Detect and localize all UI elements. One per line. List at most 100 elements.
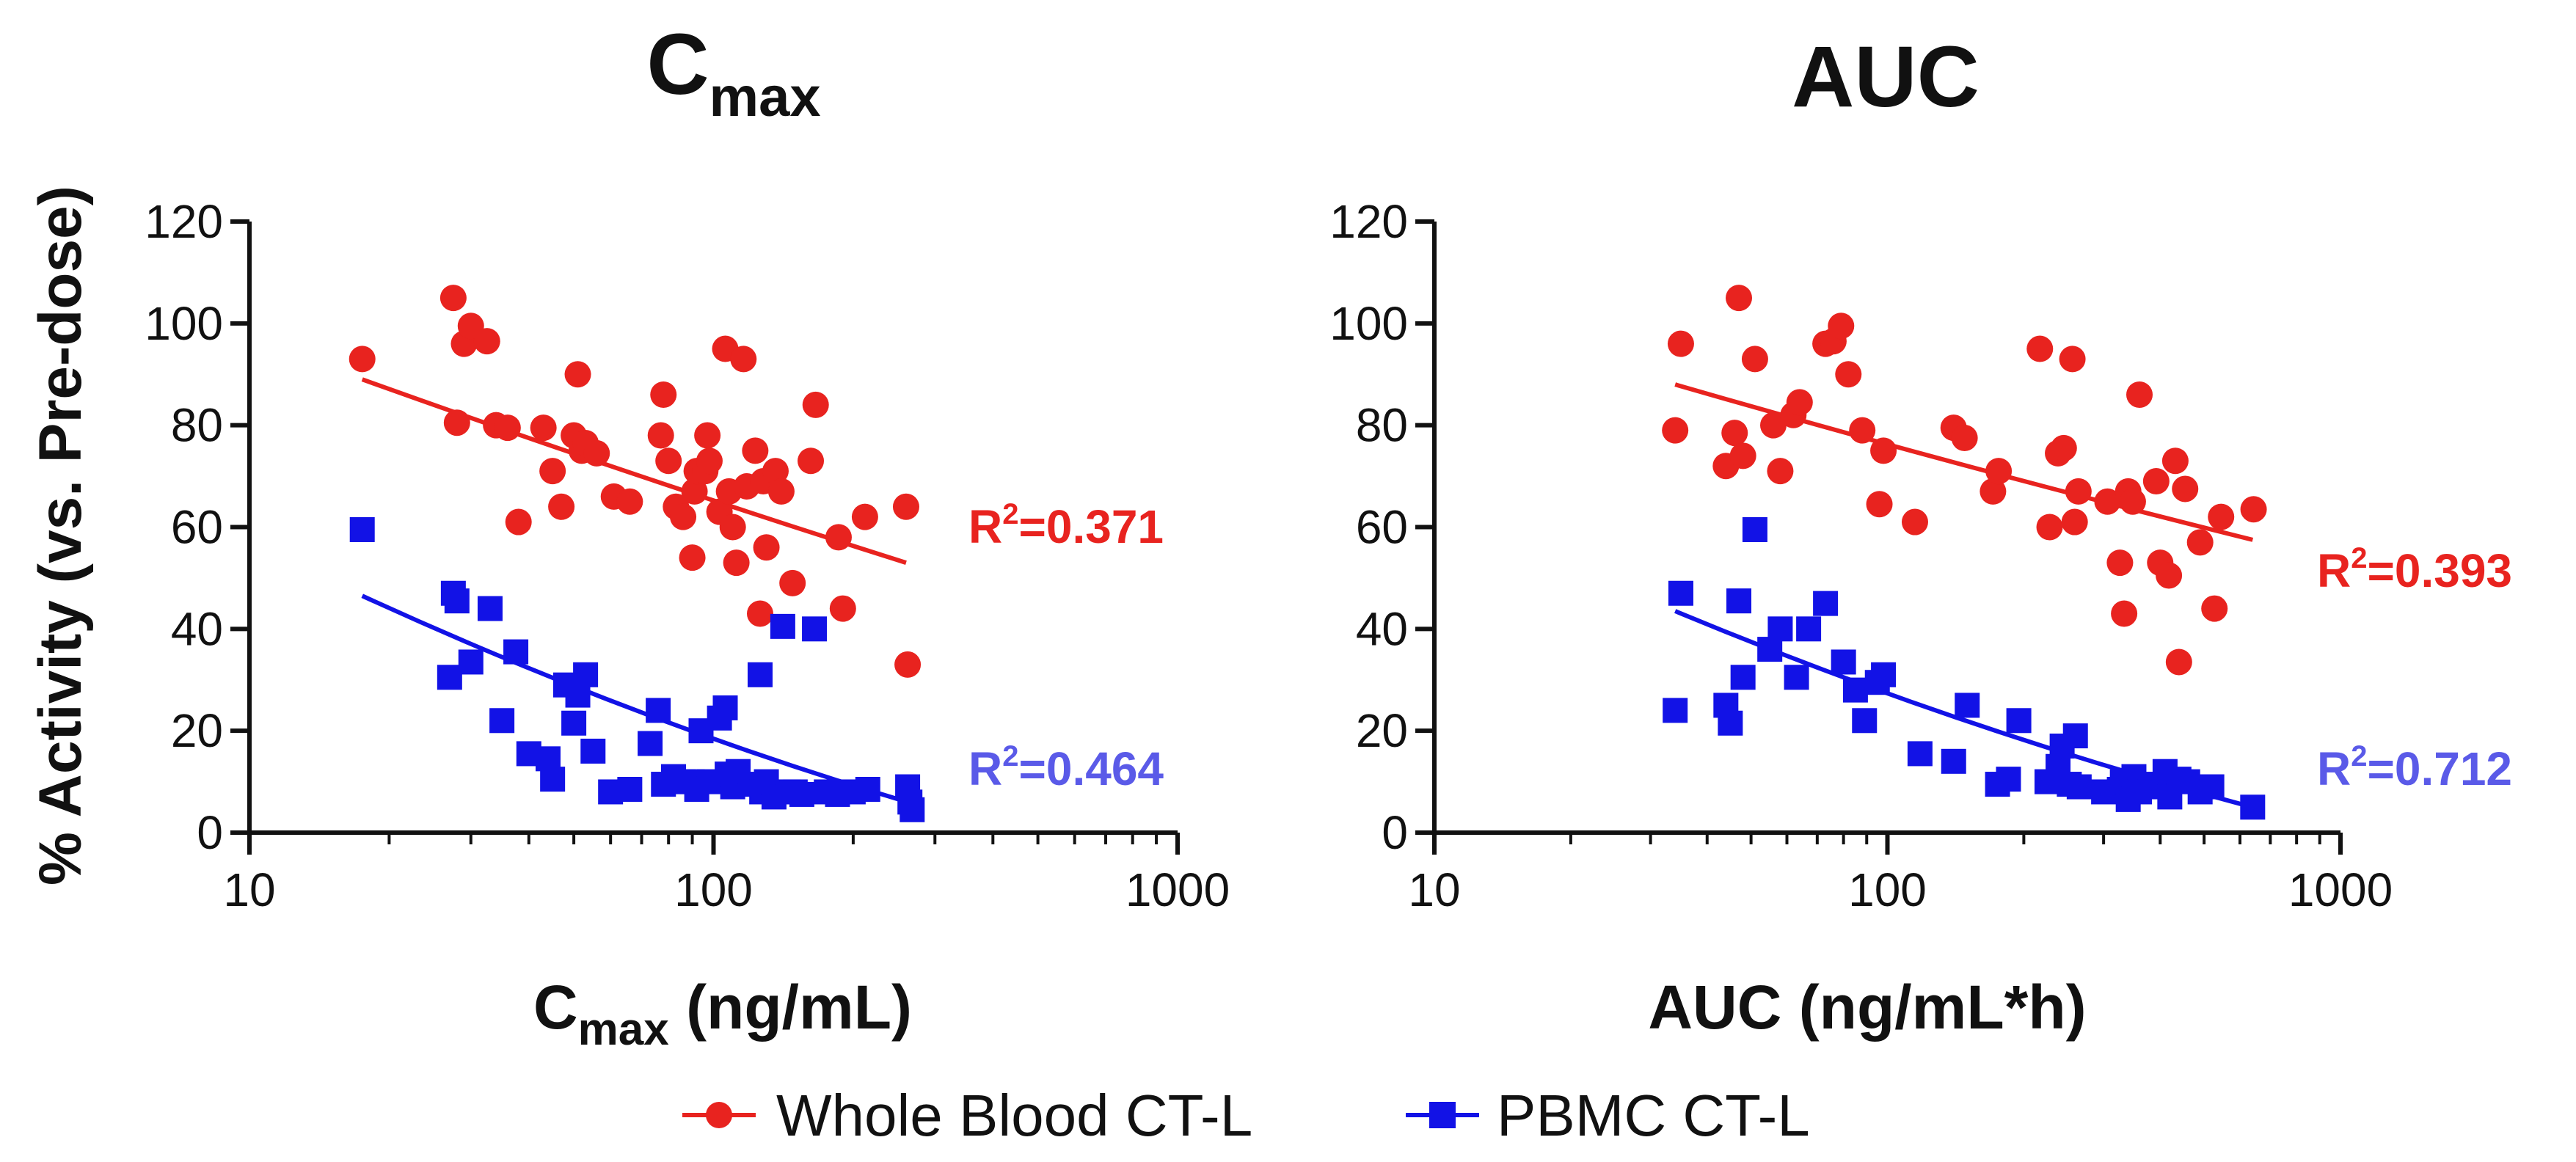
data-point-pbmc [789, 781, 814, 807]
data-point-pbmc [437, 665, 462, 690]
data-point-whole-blood [767, 478, 795, 505]
data-point-pbmc [540, 767, 566, 792]
data-point-whole-blood [2106, 549, 2134, 577]
data-point-whole-blood [443, 409, 470, 436]
data-point-pbmc [1955, 693, 1980, 718]
y-tick-label: 0 [197, 806, 223, 859]
data-point-whole-blood [583, 439, 610, 467]
data-point-pbmc [1663, 698, 1688, 723]
x-tick-label: 1000 [1125, 863, 1230, 916]
data-point-whole-blood [679, 544, 706, 571]
data-point-whole-blood [494, 414, 521, 442]
data-point-pbmc [1941, 748, 1966, 774]
legend: Whole Blood CT-L PBMC CT-L [682, 1083, 1810, 1148]
data-point-whole-blood [2036, 514, 2063, 541]
data-point-whole-blood [2111, 600, 2138, 627]
x-tick-label: 10 [223, 863, 275, 916]
y-tick-label: 60 [1356, 501, 1408, 554]
data-point-whole-blood [694, 422, 721, 449]
data-point-pbmc [1730, 665, 1756, 690]
data-point-whole-blood [696, 447, 723, 475]
data-point-whole-blood [2172, 475, 2199, 503]
y-tick-label: 40 [1356, 602, 1408, 655]
data-point-whole-blood [2119, 488, 2146, 515]
legend-item-whole-blood: Whole Blood CT-L [682, 1083, 1252, 1148]
data-point-whole-blood [1760, 412, 1787, 439]
data-point-whole-blood [1980, 478, 2007, 505]
data-point-pbmc [2240, 794, 2266, 820]
data-point-pbmc [561, 710, 587, 736]
y-tick-label: 60 [171, 501, 223, 554]
data-point-whole-blood [2186, 529, 2214, 556]
data-point-whole-blood [681, 478, 708, 505]
data-point-pbmc [747, 662, 773, 687]
data-point-pbmc [900, 797, 925, 822]
legend-item-pbmc: PBMC CT-L [1406, 1083, 1810, 1148]
data-point-whole-blood [762, 458, 789, 485]
y-tick-label: 0 [1382, 806, 1408, 859]
data-point-pbmc [503, 639, 529, 665]
data-point-pbmc [638, 731, 663, 756]
data-point-whole-blood [1786, 389, 1813, 416]
legend-label-whole-blood: Whole Blood CT-L [776, 1083, 1252, 1148]
chart-auc: AUC 0 20 40 60 80 100 120 10 100 1000 AUC (ng/mL*… [1329, 29, 2512, 1042]
data-point-pbmc [617, 776, 643, 802]
data-point-whole-blood [742, 437, 769, 464]
data-point-whole-blood [1767, 458, 1794, 485]
data-point-pbmc [580, 738, 606, 764]
r2-annotation-whole-blood: R2=0.371 [968, 498, 1164, 553]
data-point-whole-blood [1870, 437, 1897, 464]
data-point-whole-blood [2094, 488, 2121, 515]
r2-annotation-pbmc: R2=0.712 [2317, 740, 2512, 795]
data-point-whole-blood [548, 493, 575, 520]
data-point-pbmc [712, 695, 738, 720]
data-point-whole-blood [719, 514, 746, 541]
r2-annotation-whole-blood: R2=0.393 [2317, 542, 2512, 597]
y-axis-label: % Activity (vs. Pre-dose) [27, 186, 94, 885]
data-point-pbmc [1742, 516, 1767, 542]
data-point-whole-blood [1849, 417, 1876, 444]
data-point-pbmc [1767, 616, 1793, 642]
data-point-whole-blood [670, 503, 697, 530]
data-point-pbmc [2006, 708, 2032, 734]
data-point-whole-blood [2161, 447, 2189, 475]
data-point-whole-blood [753, 534, 780, 561]
data-point-whole-blood [2050, 434, 2077, 461]
x-tick-label: 10 [1408, 863, 1460, 916]
data-point-whole-blood [1901, 508, 1928, 536]
data-point-whole-blood [1667, 330, 1694, 357]
data-point-whole-blood [2201, 595, 2228, 622]
data-point-whole-blood [2061, 508, 2088, 536]
x-tick-label: 100 [674, 863, 753, 916]
data-point-whole-blood [2126, 381, 2153, 409]
legend-label-pbmc: PBMC CT-L [1497, 1083, 1810, 1148]
data-point-whole-blood [802, 391, 829, 418]
data-point-whole-blood [1726, 285, 1753, 312]
data-point-whole-blood [2065, 478, 2092, 505]
data-point-whole-blood [349, 346, 376, 373]
data-point-whole-blood [2142, 468, 2170, 495]
data-point-whole-blood [798, 447, 825, 475]
data-point-whole-blood [1866, 491, 1893, 518]
chart-title: Cmax [646, 16, 820, 128]
r2-annotation-pbmc: R2=0.464 [968, 740, 1164, 795]
data-point-whole-blood [2208, 503, 2235, 530]
data-point-whole-blood [564, 361, 591, 388]
data-point-pbmc [855, 776, 880, 802]
data-point-whole-blood [1662, 417, 1689, 444]
data-point-pbmc [1907, 741, 1933, 767]
data-point-whole-blood [825, 524, 852, 551]
data-point-pbmc [458, 649, 484, 675]
y-tick-label: 20 [171, 704, 223, 757]
data-point-pbmc [1668, 580, 1693, 606]
data-point-pbmc [1831, 649, 1856, 675]
data-point-pbmc [802, 616, 828, 642]
data-point-whole-blood [851, 503, 878, 530]
data-point-pbmc [1852, 708, 1878, 734]
data-point-whole-blood [829, 595, 856, 622]
data-point-pbmc [444, 588, 470, 614]
data-point-whole-blood [892, 493, 919, 520]
data-point-pbmc [1796, 616, 1822, 642]
data-point-pbmc [1996, 767, 2021, 792]
